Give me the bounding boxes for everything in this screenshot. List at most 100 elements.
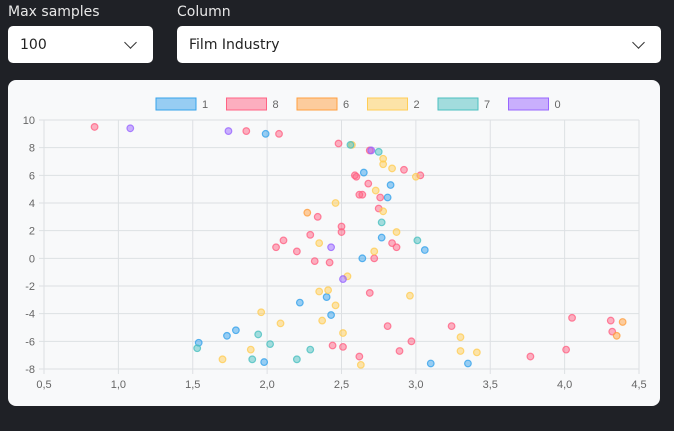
column-label: Column [177, 4, 231, 20]
x-tick-label: 4,0 [557, 379, 572, 391]
data-point [400, 165, 408, 174]
y-tick-label: -6 [25, 336, 35, 348]
data-point [266, 340, 275, 349]
data-point [456, 347, 465, 355]
data-point [328, 341, 337, 350]
data-point [231, 326, 240, 335]
x-tick-label: 0,5 [36, 379, 51, 391]
data-point [370, 247, 379, 256]
data-point [386, 181, 395, 189]
x-tick-label: 2,5 [334, 379, 349, 391]
data-point [456, 333, 465, 342]
data-point [331, 199, 340, 207]
y-tick-label: -2 [25, 281, 35, 293]
legend-label: 1 [202, 99, 208, 111]
data-point [275, 129, 283, 138]
legend-swatch [367, 97, 408, 111]
data-point [327, 243, 335, 252]
data-point [324, 286, 333, 295]
data-point [315, 287, 324, 296]
data-point [276, 319, 285, 328]
data-point [420, 246, 429, 254]
data-point [322, 293, 331, 301]
legend-label: 8 [273, 99, 279, 111]
data-point [358, 254, 367, 263]
data-point [612, 331, 621, 340]
data-point [355, 352, 364, 361]
data-point [395, 347, 404, 355]
data-point [334, 139, 343, 148]
data-point [295, 298, 304, 307]
data-point [377, 233, 386, 242]
data-point [367, 146, 376, 155]
data-point [331, 301, 340, 310]
data-point [193, 344, 202, 353]
data-point [224, 127, 233, 135]
data-point [562, 345, 571, 354]
data-point [223, 331, 231, 340]
y-tick-label: -4 [25, 309, 35, 321]
data-point [370, 254, 379, 263]
data-point [257, 308, 266, 317]
data-point [364, 179, 373, 188]
data-point [339, 275, 347, 283]
data-point [292, 355, 301, 364]
legend-label: 0 [555, 99, 561, 111]
data-point [318, 316, 327, 325]
y-tick-label: 0 [29, 253, 35, 265]
data-point [306, 230, 315, 239]
data-point [618, 318, 627, 326]
data-point [388, 164, 396, 173]
data-point [379, 160, 388, 169]
data-point [346, 141, 355, 149]
data-point [246, 345, 255, 354]
data-point [383, 322, 392, 331]
y-tick-label: 4 [29, 198, 35, 210]
x-tick-label: 2,0 [259, 379, 274, 391]
data-point [383, 193, 392, 202]
legend-swatch [437, 97, 479, 111]
data-point [260, 358, 269, 366]
data-point [472, 348, 481, 357]
data-point [352, 172, 361, 181]
data-point [413, 236, 422, 245]
data-point [248, 355, 257, 364]
data-point [426, 359, 435, 368]
data-point [339, 342, 347, 351]
data-point [325, 258, 334, 267]
max-samples-value: 100 [20, 36, 47, 53]
x-tick-label: 1,0 [111, 379, 126, 391]
data-point [376, 193, 385, 202]
y-tick-label: 6 [29, 170, 35, 182]
data-point [374, 147, 383, 156]
scatter-chart: 0,5 1,0 1,5 2,0 2,5 3,0 3,5 4,0 4,51086420-2-4-6… [23, 97, 647, 391]
data-point [411, 172, 420, 181]
data-point [339, 329, 347, 337]
data-point [371, 186, 380, 195]
data-point [464, 359, 472, 368]
y-tick-label: -8 [25, 364, 35, 376]
column-value: Film Industry [189, 36, 280, 53]
data-point [406, 291, 414, 300]
max-samples-label: Max samples [8, 4, 100, 20]
y-tick-label: 10 [23, 115, 35, 127]
legend-swatch [155, 97, 197, 111]
data-point [377, 218, 386, 227]
data-point [447, 322, 456, 331]
data-point [407, 337, 416, 346]
x-tick-label: 1,5 [185, 379, 200, 391]
legend-label: 2 [414, 99, 420, 111]
legend-label: 6 [343, 99, 349, 111]
data-point [272, 243, 280, 252]
data-point [356, 360, 365, 369]
data-point [337, 228, 346, 236]
data-point [606, 316, 615, 325]
max-samples-select[interactable]: 100 [8, 26, 153, 63]
data-point [306, 345, 315, 354]
data-point [327, 311, 335, 319]
data-point [358, 190, 367, 199]
data-point [292, 247, 301, 256]
y-tick-label: 2 [29, 226, 35, 238]
column-select[interactable]: Film Industry [177, 26, 661, 63]
chevron-down-icon [632, 35, 645, 49]
